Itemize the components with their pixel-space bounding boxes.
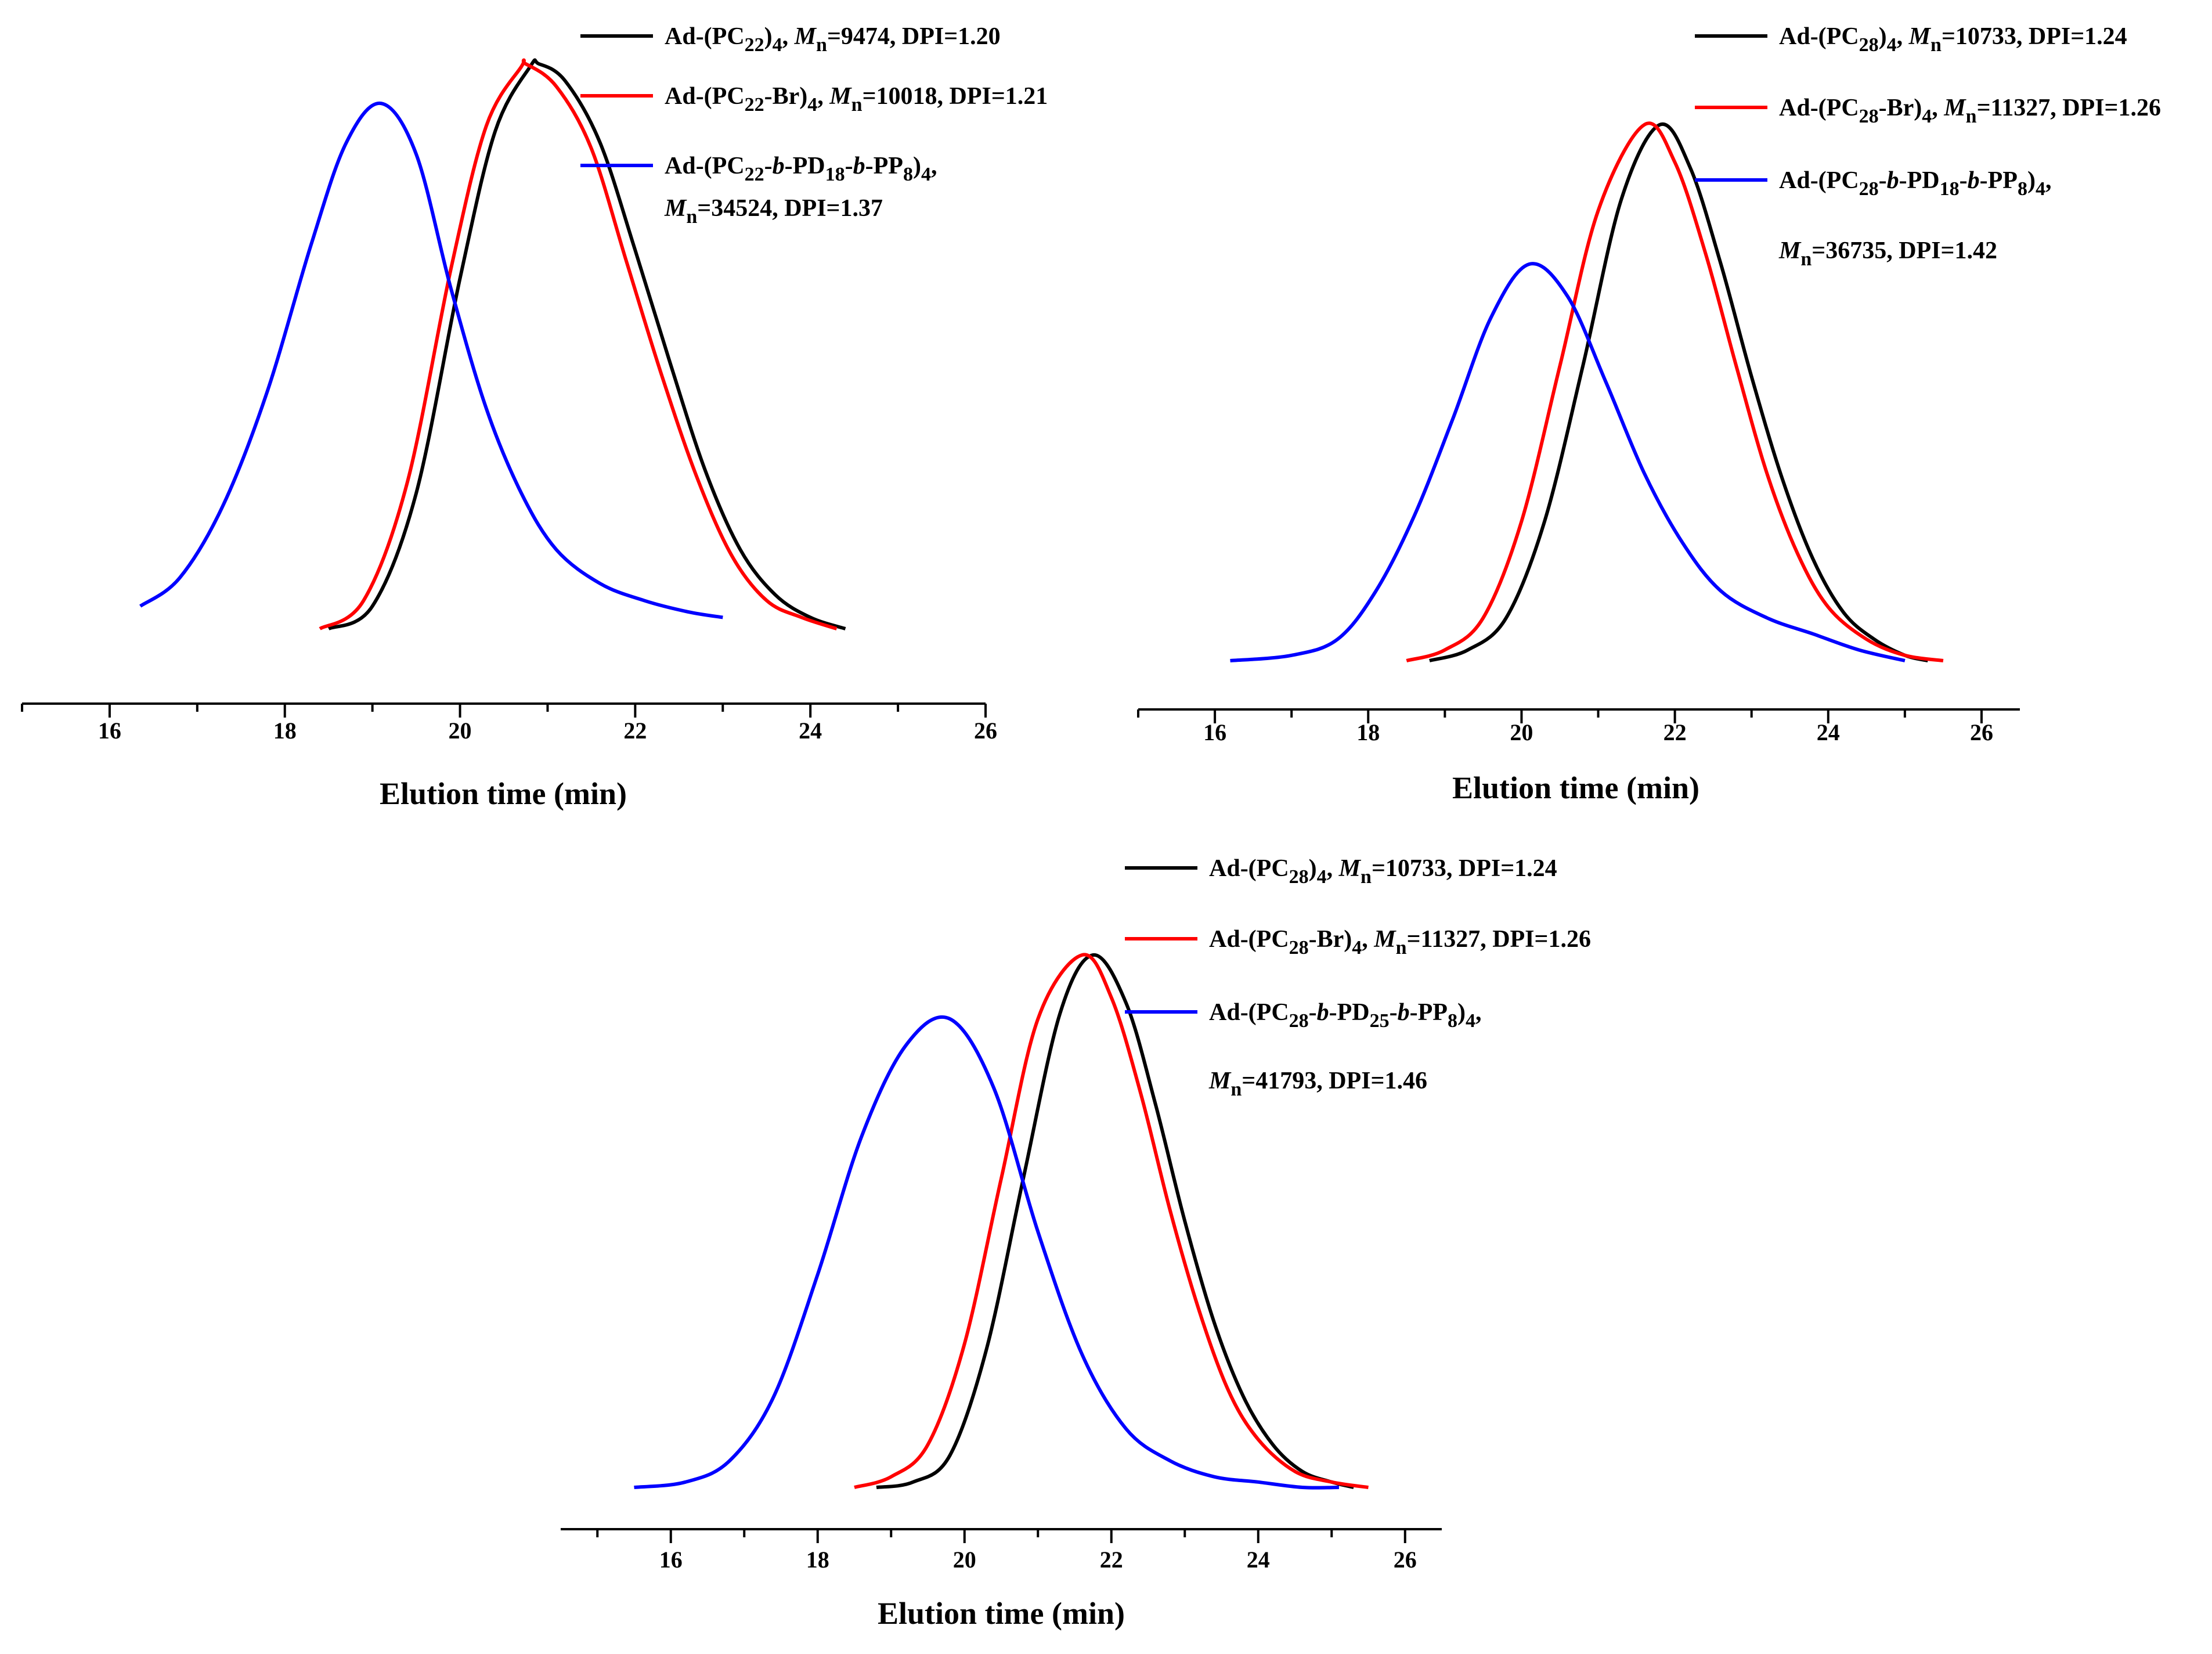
legend-entry-1: Ad-(PC28)4, Mn=10733, DPI=1.24 [1209,855,1557,888]
series-line-2 [1406,121,1944,662]
x-axis-title: Elution time (min) [380,776,627,811]
x-tick-label: 22 [1663,719,1687,745]
x-axis-title: Elution time (min) [1452,770,1699,805]
legend-entry-2: Ad-(PC22-Br)4, Mn=10018, DPI=1.21 [665,83,1048,116]
x-tick-label: 26 [1394,1547,1417,1573]
series-line-3 [139,102,723,619]
x-tick-label: 16 [659,1547,683,1573]
x-tick-label: 20 [1510,719,1533,745]
series-line-3 [1230,262,1906,662]
x-tick-label: 22 [1100,1547,1123,1573]
x-tick-label: 16 [98,718,121,744]
legend-entry-3: Ad-(PC28-b-PD18-b-PP8)4, [1779,167,2051,200]
series-line-2 [319,58,838,630]
legend-entry-2: Ad-(PC28-Br)4, Mn=11327, DPI=1.26 [1209,926,1591,958]
legend-entry-2: Ad-(PC28-Br)4, Mn=11327, DPI=1.26 [1779,95,2161,127]
x-tick-label: 20 [953,1547,976,1573]
legend-entry-3: Ad-(PC22-b-PD18-b-PP8)4, [665,153,937,185]
series-line-1 [327,58,846,630]
series-line-2 [854,953,1369,1489]
series-line-1 [1429,122,1929,662]
legend-entry-3-line2: Mn=34524, DPI=1.37 [664,195,883,228]
x-tick-label: 26 [974,718,997,744]
x-tick-label: 26 [1970,719,1993,745]
legend-entry-1: Ad-(PC22)4, Mn=9474, DPI=1.20 [665,23,1001,56]
legend-entry-3-line2: Mn=36735, DPI=1.42 [1778,237,1997,270]
series-line-1 [876,953,1354,1489]
x-tick-label: 24 [1247,1547,1270,1573]
x-axis-title: Elution time (min) [878,1596,1125,1631]
x-tick-label: 18 [273,718,297,744]
x-tick-label: 24 [1817,719,1840,745]
x-tick-label: 20 [449,718,472,744]
chart-panel-top-left: 16 18 20 22 24 26 Elution time (min) Ad-(PC22)4… [21,23,1048,811]
x-tick-label: 22 [623,718,647,744]
x-tick-label: 24 [799,718,822,744]
legend-entry-3-line2: Mn=41793, DPI=1.46 [1208,1068,1427,1100]
x-tick-label: 16 [1203,719,1226,745]
legend-entry-1: Ad-(PC28)4, Mn=10733, DPI=1.24 [1779,23,2127,56]
series-line-3 [634,1015,1339,1490]
x-tick-label: 18 [806,1547,829,1573]
x-tick-label: 18 [1356,719,1380,745]
chart-panel-top-right: 16 18 20 22 24 26 Elution time (min) Ad-(PC28)4… [1137,23,2161,805]
legend-entry-3: Ad-(PC28-b-PD25-b-PP8)4, [1209,999,1481,1032]
chart-panel-bottom: 16 18 20 22 24 26 Elution time (min) Ad-(PC28)4… [561,855,1591,1631]
